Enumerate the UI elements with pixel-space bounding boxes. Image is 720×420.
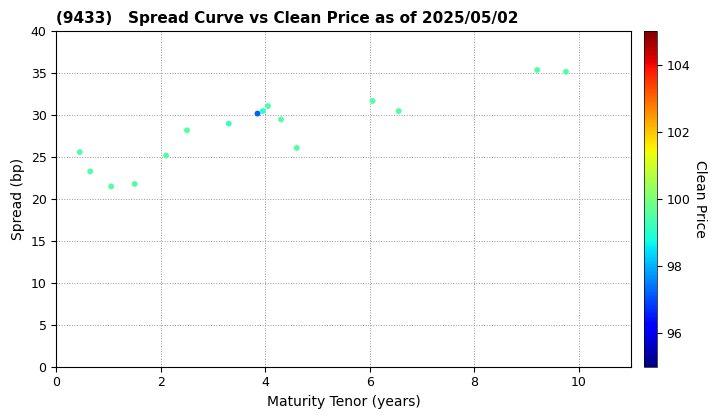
Point <box>560 68 572 75</box>
Point <box>275 116 287 123</box>
Y-axis label: Clean Price: Clean Price <box>693 160 707 238</box>
Point <box>129 181 140 187</box>
Point <box>74 149 86 155</box>
Point <box>252 110 264 117</box>
Point <box>161 152 172 159</box>
Point <box>223 120 235 127</box>
Point <box>257 108 269 114</box>
Text: (9433)   Spread Curve vs Clean Price as of 2025/05/02: (9433) Spread Curve vs Clean Price as of… <box>56 11 519 26</box>
Point <box>181 127 193 134</box>
Y-axis label: Spread (bp): Spread (bp) <box>11 158 25 240</box>
Point <box>393 108 405 114</box>
X-axis label: Maturity Tenor (years): Maturity Tenor (years) <box>267 395 420 409</box>
Point <box>291 144 302 151</box>
Point <box>366 97 378 104</box>
Point <box>84 168 96 175</box>
Point <box>531 67 543 74</box>
Point <box>105 183 117 190</box>
Point <box>262 102 274 109</box>
